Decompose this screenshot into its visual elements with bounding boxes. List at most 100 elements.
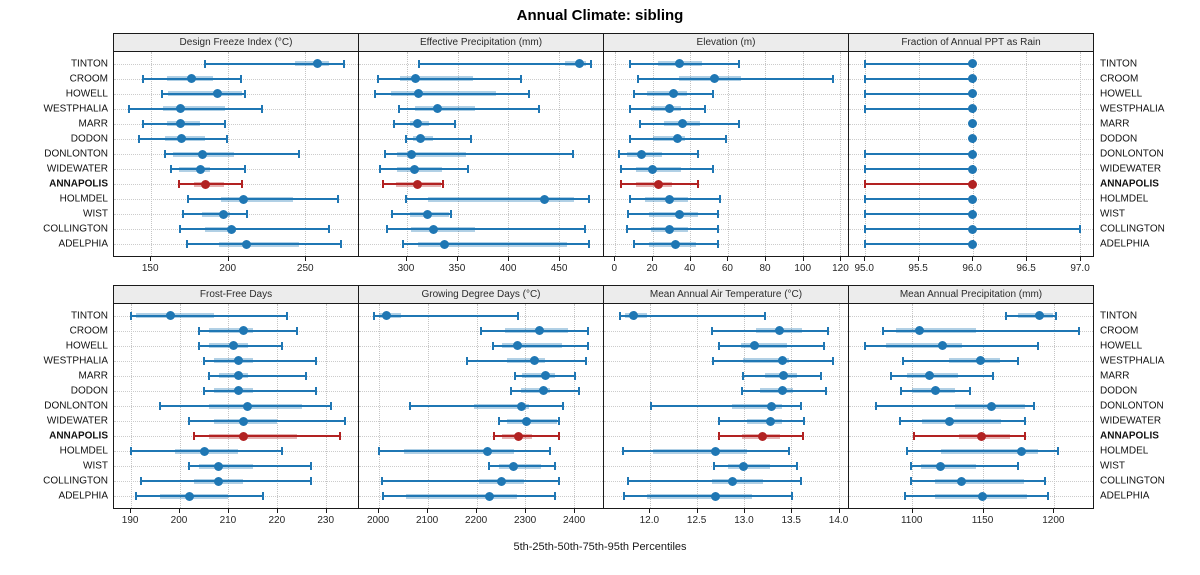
range-line-donlonton bbox=[619, 153, 698, 155]
row-label-left-howell: HOWELL bbox=[65, 340, 108, 352]
median-dot-westphalia bbox=[665, 104, 675, 114]
cap-p5-marr bbox=[207, 371, 210, 380]
row-label-left-croom: CROOM bbox=[69, 325, 108, 337]
cap-p95-howell bbox=[587, 341, 590, 350]
median-dot-adelphia bbox=[978, 491, 988, 501]
median-dot-adelphia bbox=[439, 239, 449, 249]
cap-p5-wist bbox=[627, 210, 630, 219]
row-label-left-howell: HOWELL bbox=[65, 88, 108, 100]
range-line-wist bbox=[488, 465, 556, 468]
range-line-widewater bbox=[189, 420, 346, 423]
median-dot-widewater bbox=[944, 416, 954, 426]
median-dot-collington bbox=[957, 476, 967, 486]
panel-growing-degree-days-c-: Growing Degree Days (°C) bbox=[358, 285, 604, 509]
cap-p95-collington bbox=[717, 225, 720, 234]
median-dot-annapolis bbox=[200, 179, 210, 189]
range-line-widewater bbox=[865, 168, 973, 171]
row-label-right-croom: CROOM bbox=[1100, 73, 1139, 85]
chart-title: Annual Climate: sibling bbox=[516, 7, 684, 24]
cap-p95-adelphia bbox=[717, 240, 720, 249]
panel-header: Fraction of Annual PPT as Rain bbox=[849, 34, 1093, 52]
median-dot-howell bbox=[937, 341, 947, 351]
row-label-left-adelphia: ADELPHIA bbox=[58, 490, 108, 502]
cap-p5-annapolis bbox=[177, 180, 180, 189]
x-tick-label: 80 bbox=[759, 263, 771, 274]
median-dot-tinton bbox=[382, 311, 392, 321]
row-label-right-dodon: DODON bbox=[1100, 385, 1138, 397]
median-dot-annapolis bbox=[413, 179, 423, 189]
range-line-holmdel bbox=[622, 450, 789, 453]
x-tick-label: 96.5 bbox=[1016, 263, 1036, 274]
range-line-howell bbox=[493, 344, 589, 347]
cap-p95-westphalia bbox=[537, 104, 540, 113]
horizontal-gridline bbox=[849, 315, 1093, 317]
x-tick-mark bbox=[150, 257, 152, 261]
row-label-right-wist: WIST bbox=[1100, 460, 1125, 472]
cap-p5-widewater bbox=[717, 417, 720, 426]
range-line-adelphia bbox=[623, 495, 793, 498]
cap-p5-dodon bbox=[404, 134, 407, 143]
cap-p5-tinton bbox=[619, 311, 621, 320]
row-label-right-collington: COLLINGTON bbox=[1100, 223, 1165, 235]
median-dot-tinton bbox=[628, 311, 638, 321]
cap-p95-westphalia bbox=[704, 104, 707, 113]
cap-p95-westphalia bbox=[315, 356, 318, 365]
cap-p95-adelphia bbox=[340, 240, 342, 249]
median-dot-donlonton bbox=[986, 401, 996, 411]
range-line-annapolis bbox=[178, 183, 243, 186]
horizontal-gridline bbox=[359, 138, 603, 140]
row-label-right-donlonton: DONLONTON bbox=[1100, 148, 1164, 160]
median-dot-adelphia bbox=[710, 491, 720, 501]
range-line-croom bbox=[712, 329, 829, 332]
panel-header: Mean Annual Precipitation (mm) bbox=[849, 286, 1093, 304]
cap-p5-howell bbox=[863, 341, 866, 350]
x-tick-mark bbox=[227, 257, 229, 261]
range-line-widewater bbox=[899, 420, 1026, 423]
cap-p5-holmdel bbox=[404, 195, 407, 204]
cap-p5-westphalia bbox=[397, 104, 400, 113]
cap-p5-westphalia bbox=[864, 104, 867, 113]
cap-p95-wist bbox=[310, 462, 313, 471]
row-label-right-widewater: WIDEWATER bbox=[1100, 163, 1162, 175]
range-line-holmdel bbox=[405, 198, 589, 201]
row-label-left-holmdel: HOLMDEL bbox=[59, 445, 108, 457]
cap-p5-collington bbox=[625, 225, 628, 234]
cap-p5-westphalia bbox=[203, 356, 206, 365]
cap-p95-holmdel bbox=[336, 195, 339, 204]
x-tick-label: 450 bbox=[550, 263, 568, 274]
row-label-right-westphalia: WESTPHALIA bbox=[1100, 103, 1165, 115]
median-dot-donlonton bbox=[968, 149, 978, 159]
cap-p95-wist bbox=[1017, 462, 1020, 471]
cap-p95-tinton bbox=[517, 311, 520, 320]
range-line-westphalia bbox=[129, 107, 263, 110]
range-line-howell bbox=[865, 92, 973, 95]
horizontal-gridline bbox=[359, 123, 603, 125]
cap-p5-howell bbox=[492, 341, 495, 350]
cap-p95-dodon bbox=[315, 386, 318, 395]
cap-p95-holmdel bbox=[281, 447, 284, 456]
horizontal-gridline bbox=[604, 199, 848, 201]
cap-p5-westphalia bbox=[465, 356, 468, 365]
row-label-right-wist: WIST bbox=[1100, 208, 1125, 220]
cap-p95-adelphia bbox=[587, 240, 590, 249]
median-dot-widewater bbox=[968, 164, 978, 174]
median-dot-annapolis bbox=[653, 179, 663, 189]
cap-p5-dodon bbox=[510, 386, 513, 395]
cap-p95-collington bbox=[583, 225, 586, 234]
cap-p95-croom bbox=[587, 326, 590, 335]
median-dot-donlonton bbox=[243, 401, 253, 411]
median-dot-marr bbox=[924, 371, 934, 381]
horizontal-gridline bbox=[604, 169, 848, 171]
median-dot-holmdel bbox=[239, 194, 249, 204]
cap-p95-donlonton bbox=[562, 402, 565, 410]
cap-p5-widewater bbox=[188, 417, 191, 426]
x-tick-label: 100 bbox=[794, 263, 812, 274]
cap-p5-croom bbox=[711, 326, 714, 335]
cap-p95-tinton bbox=[343, 59, 346, 68]
cap-p95-widewater bbox=[244, 165, 247, 174]
cap-p5-donlonton bbox=[874, 402, 877, 410]
median-dot-howell bbox=[512, 341, 522, 351]
cap-p95-donlonton bbox=[696, 150, 699, 158]
cap-p95-donlonton bbox=[329, 402, 332, 410]
